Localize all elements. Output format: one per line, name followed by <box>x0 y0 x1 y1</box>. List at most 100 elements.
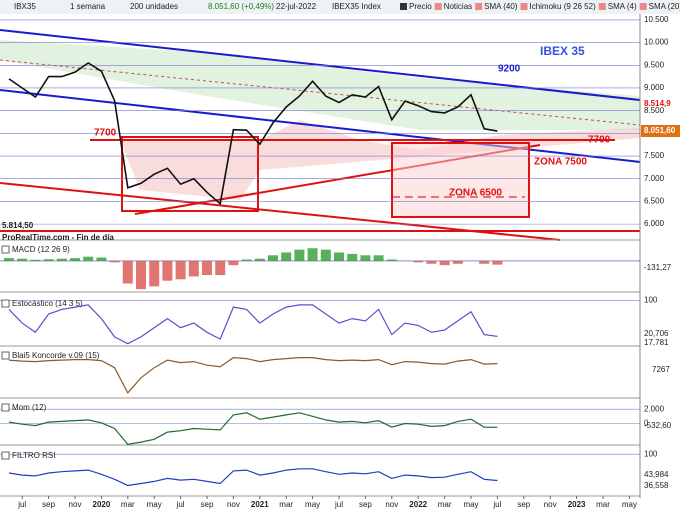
panel-icon <box>1 351 10 360</box>
histogram-bar <box>241 259 252 261</box>
histogram-bar <box>188 260 199 277</box>
legend-item[interactable]: SMA (4) <box>608 2 637 11</box>
instrument: IBEX35 Index <box>332 2 381 11</box>
x-tick-label: nov <box>385 500 398 509</box>
histogram-bar <box>254 258 265 261</box>
histogram-bar <box>96 257 107 261</box>
y-tick-label: 10.000 <box>644 38 669 47</box>
period[interactable]: 1 semana <box>70 2 106 11</box>
x-tick-label: may <box>463 500 478 509</box>
x-tick-label: jul <box>17 500 26 509</box>
x-tick-label: 2022 <box>409 500 427 509</box>
x-tick-label: jul <box>334 500 343 509</box>
last-value-label: -532,60 <box>644 421 672 430</box>
histogram-bar <box>136 260 146 290</box>
panel-title: Estocástico (14 3 5) <box>12 299 83 308</box>
x-tick-label: mar <box>596 500 610 509</box>
units[interactable]: 200 unidades <box>130 2 178 11</box>
legend-swatch <box>520 3 528 10</box>
y-tick-label: 100 <box>644 295 658 304</box>
series-line <box>8 304 498 345</box>
x-tick-label: may <box>147 500 162 509</box>
histogram-bar <box>56 258 67 261</box>
histogram-bar <box>373 255 384 261</box>
legend-swatch <box>475 3 483 10</box>
legend-item[interactable]: Ichimoku (9 26 52) <box>529 2 596 11</box>
x-tick-label: may <box>622 500 637 509</box>
series-line <box>8 468 498 487</box>
histogram-bar <box>307 248 318 261</box>
legend-swatch <box>400 3 407 10</box>
panel-title: Mom (12) <box>12 403 47 412</box>
histogram-bar <box>228 260 239 266</box>
histogram-bar <box>202 260 212 276</box>
histogram-bar <box>70 258 80 261</box>
panel-icon <box>1 451 10 460</box>
histogram-bar <box>83 256 94 261</box>
histogram-bar <box>268 255 278 261</box>
symbol[interactable]: IBX35 <box>14 2 36 11</box>
annotation: ZONA 6500 <box>449 188 502 199</box>
histogram-bar <box>30 259 41 261</box>
histogram-bar <box>426 260 437 264</box>
histogram-bar <box>109 260 120 263</box>
x-tick-label: nov <box>544 500 557 509</box>
panel-icon <box>1 245 10 254</box>
histogram-bar <box>479 260 490 264</box>
series-line <box>8 62 498 206</box>
date: 22-jul-2022 <box>276 2 317 11</box>
x-tick-label: mar <box>279 500 293 509</box>
legend-swatch <box>598 3 606 10</box>
histogram-bar <box>43 259 54 261</box>
legend-item[interactable]: SMA (40) <box>484 2 518 11</box>
histogram-bar <box>386 259 397 261</box>
right-axis <box>640 14 680 513</box>
panel-title: FILTRO RSI <box>12 451 55 460</box>
y-tick-label: 6.000 <box>644 219 665 228</box>
x-tick-label: jul <box>176 500 185 509</box>
panel-title: Blai5 Koncorde v.09 (15) <box>12 351 100 360</box>
last-value-label: 17,781 <box>644 338 669 347</box>
legend-item[interactable]: Noticias <box>444 2 472 11</box>
x-tick-label: sep <box>359 500 372 509</box>
histogram-bar <box>281 252 292 261</box>
x-tick-label: nov <box>69 500 82 509</box>
histogram-bar <box>122 260 133 284</box>
series-line <box>8 412 498 445</box>
annotation: ZONA 7500 <box>534 157 587 168</box>
x-tick-label: sep <box>201 500 214 509</box>
last-value-label: 20,706 <box>644 329 669 338</box>
panel-icon <box>1 299 10 308</box>
legend-swatch <box>639 3 647 10</box>
x-tick-label: may <box>305 500 320 509</box>
annotation: 7700 <box>94 128 117 139</box>
histogram-bar <box>360 255 371 261</box>
y-tick-label: 8.500 <box>644 106 665 115</box>
last-value-label: 7267 <box>652 365 670 374</box>
last-value-label: 43,984 <box>644 470 669 479</box>
annotation: 5.814,50 <box>2 221 34 230</box>
histogram-bar <box>4 258 14 261</box>
price-tag <box>641 125 680 137</box>
histogram-bar <box>452 260 463 264</box>
y-tick-label: 10.500 <box>644 15 669 24</box>
annotation: 7700 <box>588 135 611 146</box>
histogram-bar <box>439 260 450 266</box>
histogram-bar <box>149 260 160 287</box>
histogram-bar <box>175 260 186 280</box>
histogram-bar <box>492 260 503 265</box>
histogram-bar <box>17 258 28 261</box>
series-line <box>8 356 498 394</box>
y-tick-label: 6.500 <box>644 197 665 206</box>
legend-item[interactable]: SMA (20) <box>649 2 680 11</box>
y-tick-label: 7.000 <box>644 174 665 183</box>
x-tick-label: mar <box>438 500 452 509</box>
histogram-bar <box>294 249 305 261</box>
annotation: IBEX 35 <box>540 44 585 58</box>
legend-item[interactable]: Precio <box>409 2 432 11</box>
last-price: 8.051,60 (+0,49%) <box>208 2 274 11</box>
y-tick-label: 9.500 <box>644 60 665 69</box>
panel-icon <box>1 403 10 412</box>
legend-swatch <box>434 3 442 10</box>
